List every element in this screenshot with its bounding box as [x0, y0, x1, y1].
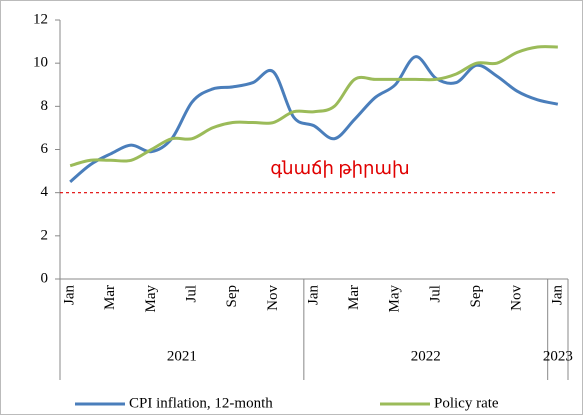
x-tick-label: Mar — [346, 285, 362, 310]
y-tick-label: 2 — [41, 227, 49, 243]
series-line — [69, 55, 559, 184]
year-label: 2022 — [411, 348, 441, 364]
x-tick-label: Sep — [224, 285, 240, 308]
x-tick-label: Sep — [468, 285, 484, 308]
x-tick-label: Jul — [427, 285, 443, 303]
x-tick-label: Jan — [62, 285, 78, 305]
year-label: 2021 — [167, 348, 197, 364]
y-tick-label: 0 — [41, 270, 49, 286]
x-tick-label: May — [143, 285, 159, 313]
x-tick-label: Nov — [265, 285, 281, 311]
x-tick-label: Nov — [509, 285, 525, 311]
x-tick-label: Jul — [184, 285, 200, 303]
year-label: 2023 — [543, 348, 573, 364]
y-tick-label: 4 — [41, 184, 49, 200]
y-tick-label: 10 — [33, 55, 48, 71]
legend-label: Policy rate — [434, 395, 499, 411]
y-tick-label: 8 — [41, 98, 49, 114]
series-line — [69, 45, 558, 168]
y-tick-label: 6 — [41, 141, 49, 157]
x-tick-label: Mar — [102, 285, 118, 310]
x-tick-label: May — [387, 285, 403, 313]
y-tick-label: 12 — [33, 11, 48, 27]
legend-label: CPI inflation, 12-month — [129, 395, 273, 411]
target-label: գնաճի թիրախ — [270, 158, 409, 178]
x-tick-label: Jan — [305, 285, 321, 305]
x-tick-label: Jan — [549, 285, 565, 305]
